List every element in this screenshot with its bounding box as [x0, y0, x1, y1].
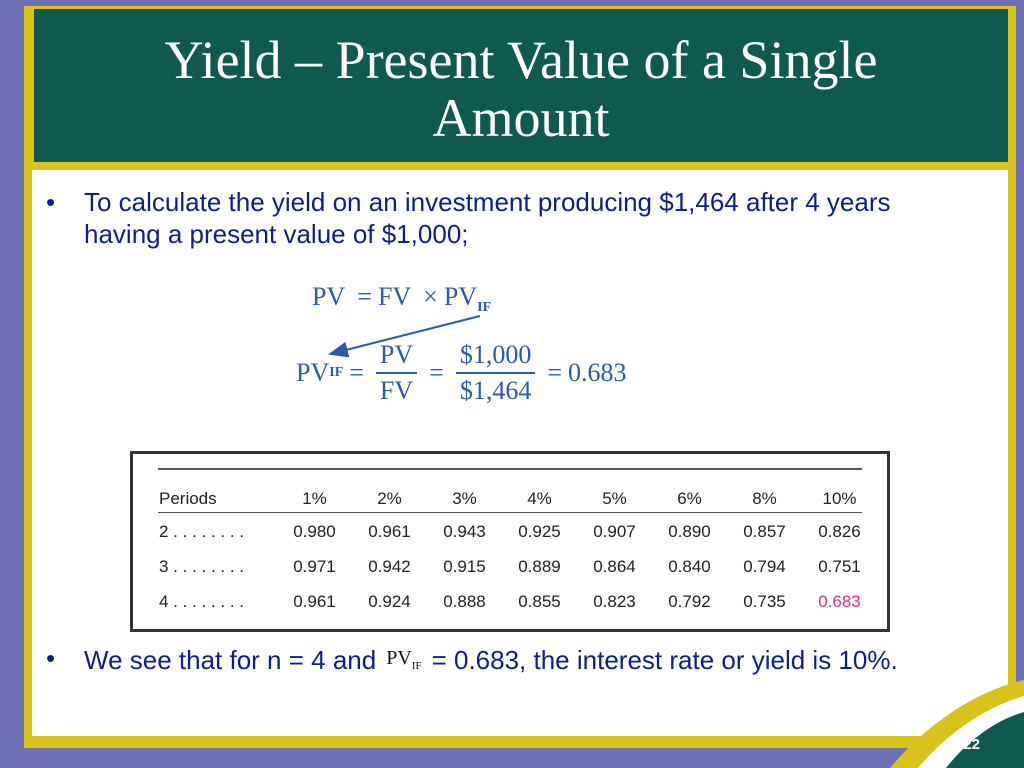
- formula-pv: PV: [312, 282, 345, 311]
- table-cell: 0.961: [293, 591, 336, 611]
- page-number: 9-22: [950, 736, 981, 753]
- fraction-pv-fv: PV FV: [375, 340, 418, 406]
- formula-pvif-sub: IF: [477, 300, 492, 316]
- table-cell: 0.943: [443, 521, 486, 541]
- fraction-numerator: PV: [375, 340, 418, 374]
- formula-pvif: PV: [443, 282, 478, 311]
- column-header: 6%: [677, 489, 702, 508]
- bullet-dot: •: [46, 643, 56, 673]
- content-area: • To calculate the yield on an investmen…: [32, 170, 1008, 736]
- table-cell: 0.924: [368, 591, 411, 611]
- table-cell: 0.826: [818, 521, 861, 541]
- formula-result: 0.683: [568, 358, 627, 387]
- table-top-rule: [158, 468, 862, 470]
- title-bar: Yield – Present Value of a Single Amount: [34, 9, 1008, 162]
- column-header: 5%: [602, 489, 627, 508]
- period-cell: 3 . . . . . . . .: [159, 556, 245, 576]
- pv-factor-table: Periods 1% 2% 3% 4% 5% 6% 8% 10% 2 . . .…: [130, 451, 890, 632]
- formula-equals-1: =: [349, 358, 364, 387]
- inline-pv-sub: IF: [411, 660, 422, 672]
- column-header: 2%: [377, 489, 402, 508]
- formula-pvif-lhs: PV: [296, 358, 330, 387]
- table-cell: 0.907: [593, 521, 636, 541]
- column-header: 8%: [752, 489, 777, 508]
- pv-table: Periods 1% 2% 3% 4% 5% 6% 8% 10% 2 . . .…: [157, 484, 877, 619]
- arrow-icon: [328, 315, 481, 358]
- column-header: Periods: [159, 489, 217, 508]
- table-header-rule: [158, 512, 862, 513]
- column-header: 4%: [527, 489, 552, 508]
- column-header: 10%: [822, 489, 857, 508]
- bullet-dot: •: [46, 187, 56, 217]
- formula-line-2: PV IF = PV FV = $1,000 $1,464 = 0.683: [296, 338, 627, 408]
- bullet-text-2-end: = 0.683, the interest rate or yield is 1…: [431, 644, 898, 675]
- period-cell: 4 . . . . . . . .: [159, 591, 245, 611]
- table-cell: 0.792: [668, 591, 711, 611]
- table-row: 3 . . . . . . . . 0.971 0.942 0.915 0.88…: [157, 549, 877, 584]
- period-cell: 2 . . . . . . . .: [159, 521, 245, 541]
- table-cell: 0.751: [818, 556, 861, 576]
- table-cell: 0.890: [668, 521, 711, 541]
- fraction-amounts: $1,000 $1,464: [455, 340, 536, 406]
- table-cell: 0.980: [293, 521, 336, 541]
- column-header: 3%: [452, 489, 477, 508]
- table-row: 2 . . . . . . . . 0.980 0.961 0.943 0.92…: [157, 514, 877, 549]
- bullet-text-2-start: We see that for n = 4 and: [84, 644, 377, 675]
- fraction-denominator: FV: [379, 376, 414, 405]
- formula-pvif-lhs-sub: IF: [329, 365, 344, 380]
- formula-graphic: PV = FV × PVIF PV IF = PV FV = $1,000 $1,46…: [290, 278, 690, 428]
- table-cell: 0.855: [518, 591, 561, 611]
- fraction-numerator: $1,000: [455, 340, 536, 374]
- highlighted-cell: 0.683: [818, 591, 861, 611]
- bullet-text-1: To calculate the yield on an investment …: [84, 187, 891, 249]
- formula-equals-2: =: [429, 358, 444, 387]
- formula-fv: FV: [377, 282, 411, 311]
- inline-pv: PV: [386, 647, 412, 669]
- formula-equals: =: [357, 282, 372, 311]
- fraction-denominator: $1,464: [459, 376, 532, 405]
- inline-pvif-symbol: PVIF: [386, 642, 421, 682]
- table-cell: 0.823: [593, 591, 636, 611]
- table-cell: 0.925: [518, 521, 561, 541]
- formula-times: ×: [423, 282, 438, 311]
- table-cell: 0.915: [443, 556, 486, 576]
- column-header: 1%: [302, 489, 327, 508]
- table-cell: 0.971: [293, 556, 336, 576]
- table-cell: 0.857: [743, 521, 786, 541]
- corner-swoosh-decoration: [890, 680, 1024, 768]
- slide-title: Yield – Present Value of a Single Amount: [164, 29, 878, 148]
- table-cell: 0.961: [368, 521, 411, 541]
- formula-line-1: PV = FV × PVIF: [312, 282, 491, 316]
- table-cell: 0.888: [443, 591, 486, 611]
- bullet-item-2: • We see that for n = 4 and PVIF = 0.683, …: [46, 642, 976, 682]
- table-cell: 0.942: [368, 556, 411, 576]
- table-header-row: Periods 1% 2% 3% 4% 5% 6% 8% 10%: [157, 484, 877, 514]
- table-cell: 0.794: [743, 556, 786, 576]
- table-cell: 0.840: [668, 556, 711, 576]
- formula-equals-3: =: [547, 358, 563, 387]
- bullet-text-2: We see that for n = 4 and PVIF = 0.683, th…: [46, 642, 976, 682]
- table-cell: 0.735: [743, 591, 786, 611]
- bullet-item-1: • To calculate the yield on an investmen…: [46, 186, 966, 250]
- table-row: 4 . . . . . . . . 0.961 0.924 0.888 0.85…: [157, 584, 877, 619]
- table-cell: 0.889: [518, 556, 561, 576]
- table-cell: 0.864: [593, 556, 636, 576]
